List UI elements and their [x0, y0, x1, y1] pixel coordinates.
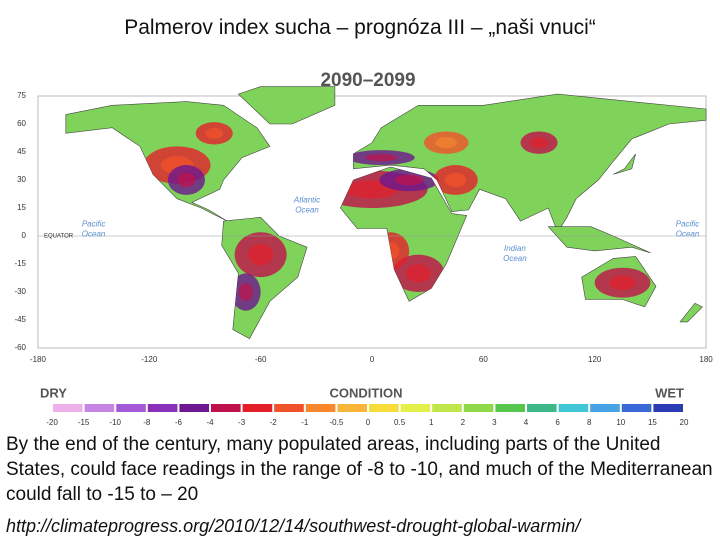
- legend-tick-label: -3: [238, 418, 246, 427]
- legend-tick-label: -20: [46, 418, 58, 427]
- lon-tick-label: 120: [588, 355, 602, 364]
- legend-swatch: [116, 404, 146, 412]
- drought-core: [248, 243, 274, 266]
- lon-tick-label: 60: [479, 355, 488, 364]
- lat-tick-label: -45: [14, 315, 26, 324]
- legend-tick-label: 2: [461, 418, 466, 427]
- map-title: 2090–2099: [320, 70, 415, 91]
- legend-swatch: [590, 404, 620, 412]
- continent: [353, 93, 707, 233]
- lat-tick-label: 0: [22, 231, 27, 240]
- source-url: http://climateprogress.org/2010/12/14/so…: [6, 516, 581, 536]
- continent: [679, 302, 703, 323]
- drought-core: [205, 127, 224, 139]
- legend-tick-label: -0.5: [330, 418, 344, 427]
- legend-tick-label: 1: [429, 418, 434, 427]
- legend-swatch: [147, 404, 178, 412]
- legend-swatch: [653, 404, 683, 412]
- legend-wet: WET: [655, 385, 684, 400]
- legend-swatch: [369, 404, 399, 412]
- ocean-label: Pacific: [82, 220, 106, 229]
- lat-tick-label: 75: [17, 91, 26, 100]
- legend-tick-label: 3: [492, 418, 497, 427]
- drought-core: [435, 137, 458, 149]
- lon-tick-label: -180: [30, 355, 47, 364]
- legend-swatch: [53, 404, 83, 412]
- legend-tick-label: -2: [270, 418, 278, 427]
- legend-swatch: [274, 404, 304, 412]
- legend-swatch: [621, 404, 652, 412]
- ocean-label: Indian: [504, 244, 526, 253]
- lat-tick-label: -15: [14, 259, 26, 268]
- legend-swatch: [84, 404, 115, 412]
- legend-tick-label: -4: [206, 418, 214, 427]
- lat-tick-label: -30: [14, 287, 26, 296]
- ocean-label: Atlantic: [293, 195, 320, 204]
- legend-swatch: [211, 404, 241, 412]
- continent: [237, 86, 336, 125]
- ocean-label: Ocean: [676, 230, 700, 239]
- legend-tick-label: 8: [587, 418, 592, 427]
- legend-swatch: [495, 404, 525, 412]
- legend-swatch: [400, 404, 431, 412]
- drought-core: [177, 172, 196, 188]
- legend-tick-label: 10: [616, 418, 625, 427]
- map-figure: 2090–2099 EQUATOR DRY CONDITION WET 7560…: [14, 70, 714, 428]
- lat-tick-label: 15: [17, 203, 26, 212]
- land: [38, 86, 707, 340]
- lat-tick-label: -60: [14, 343, 26, 352]
- slide-title: Palmerov index sucha – prognóza III – „n…: [124, 16, 596, 39]
- legend-swatch: [463, 404, 494, 412]
- legend-tick-label: -8: [143, 418, 151, 427]
- equator-label: EQUATOR: [44, 234, 74, 240]
- continent: [613, 153, 636, 175]
- legend-tick-label: 20: [680, 418, 689, 427]
- legend-dry: DRY: [40, 385, 67, 400]
- drought-core: [609, 275, 637, 290]
- legend-tick-label: 4: [524, 418, 529, 427]
- drought-core: [394, 174, 424, 186]
- ocean-label: Ocean: [503, 254, 527, 263]
- lon-tick-label: -60: [255, 355, 267, 364]
- lon-tick-label: 180: [699, 355, 713, 364]
- legend-tick-label: -10: [109, 418, 121, 427]
- drought-areas: [143, 122, 651, 311]
- ocean-label: Pacific: [676, 220, 700, 229]
- legend-swatch: [337, 404, 367, 412]
- drought-core: [238, 283, 253, 302]
- lat-tick-label: 30: [17, 175, 26, 184]
- drought-core: [530, 137, 549, 149]
- legend-tick-label: 0.5: [394, 418, 406, 427]
- legend-swatch: [305, 404, 336, 412]
- ocean-label: Ocean: [295, 205, 319, 214]
- drought-core: [365, 153, 398, 162]
- drought-core: [444, 172, 467, 188]
- legend-swatch: [179, 404, 209, 412]
- legend-tick-label: 15: [648, 418, 657, 427]
- lat-tick-label: 45: [17, 147, 26, 156]
- legend-swatch: [558, 404, 589, 412]
- legend-tick-label: 6: [555, 418, 560, 427]
- legend-condition: CONDITION: [330, 385, 403, 400]
- body-text: By the end of the century, many populate…: [6, 434, 713, 505]
- legend-swatch: [242, 404, 273, 412]
- continent: [547, 226, 651, 254]
- legend-tick-label: -1: [301, 418, 309, 427]
- lon-tick-label: -120: [141, 355, 158, 364]
- legend-tick-label: -15: [78, 418, 90, 427]
- lon-tick-label: 0: [370, 355, 375, 364]
- lat-tick-label: 60: [17, 119, 26, 128]
- ocean-label: Ocean: [82, 230, 106, 239]
- legend-swatch: [527, 404, 557, 412]
- legend-tick-label: 0: [366, 418, 371, 427]
- drought-core: [405, 264, 431, 283]
- legend-tick-label: -6: [175, 418, 183, 427]
- legend-swatch: [432, 404, 462, 412]
